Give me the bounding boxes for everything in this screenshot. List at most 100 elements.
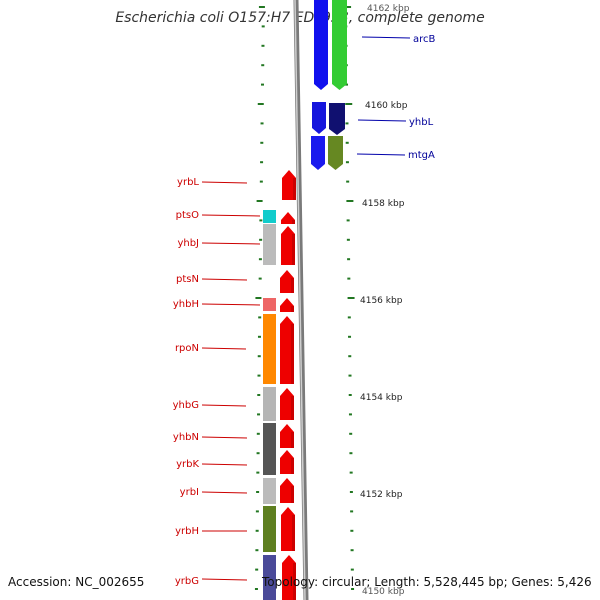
gene-block <box>263 387 276 421</box>
genome-summary: Topology: circular; Length: 5,528,445 bp… <box>262 575 592 589</box>
tick-mark <box>348 374 352 377</box>
tick-mark <box>258 277 262 280</box>
ruler-label: 4158 kbp <box>362 199 405 209</box>
reverse-gene-arrow <box>281 212 295 224</box>
tick-mark <box>257 355 261 358</box>
gene-block <box>263 423 276 475</box>
tick-mark <box>255 297 262 299</box>
gene-label-arcB[interactable]: arcB <box>413 34 436 45</box>
tick-mark <box>258 6 265 8</box>
reverse-gene-shade <box>293 178 296 200</box>
tick-mark <box>258 258 262 261</box>
tick-mark <box>255 529 259 532</box>
reverse-gene-shade <box>291 324 294 384</box>
tick-mark <box>259 238 263 241</box>
reverse-gene-shade <box>291 396 294 420</box>
ruler-label: 4154 kbp <box>360 393 403 403</box>
ruler-label: 4156 kbp <box>360 296 403 306</box>
gene-block <box>263 506 276 552</box>
yhbL-arrow-b <box>329 103 345 135</box>
genome-backbone <box>293 0 309 600</box>
arcB-arrow-blue <box>314 0 328 90</box>
tick-mark <box>261 64 265 67</box>
gene-label-yrbH[interactable]: yrbH <box>175 526 199 537</box>
tick-mark <box>257 103 264 105</box>
ruler-labels: 4162 kbp 4160 kbp 4158 kbp 4156 kbp 4154… <box>360 4 410 597</box>
tick-mark <box>257 413 261 416</box>
tick-mark <box>349 471 353 474</box>
mtgA-arrow-a <box>311 136 325 170</box>
tick-mark <box>345 141 349 144</box>
gene-label-rpoN[interactable]: rpoN <box>175 343 199 354</box>
gene-label-yhbG[interactable]: yhbG <box>173 400 199 411</box>
tick-mark <box>261 44 265 47</box>
tick-mark <box>348 394 352 396</box>
reverse-gene-arrow <box>282 555 296 600</box>
yhbL-arrow-a <box>312 102 326 134</box>
tick-mark <box>346 180 350 183</box>
tick-mark <box>345 161 349 164</box>
gene-label-yrbG[interactable]: yrbG <box>175 576 199 587</box>
tick-mark <box>255 510 259 513</box>
tick-mark <box>260 161 264 164</box>
reverse-gene-shade <box>291 458 294 474</box>
tick-mark <box>349 452 353 455</box>
reverse-gene-arrow <box>281 226 295 265</box>
tick-mark <box>256 491 260 493</box>
reverse-gene-arrow <box>280 316 294 384</box>
tick-mark <box>261 25 265 28</box>
reverse-gene-arrow <box>282 170 296 200</box>
tick-mark <box>256 432 260 435</box>
tick-mark <box>349 491 353 493</box>
gene-label-ptsN[interactable]: ptsN <box>176 274 199 285</box>
tick-mark <box>347 277 351 280</box>
tick-mark <box>347 297 355 299</box>
tick-mark <box>260 141 264 144</box>
genome-title: Escherichia coli O157:H7 EDL933, complet… <box>115 10 485 26</box>
forward-labels: arcB yhbL mtgA <box>356 34 436 161</box>
tick-mark <box>346 200 354 202</box>
arcB-arrow-green <box>332 0 347 90</box>
reverse-gene-shade <box>292 234 295 265</box>
tick-mark <box>256 471 260 474</box>
mtgA-arrow-b <box>328 136 343 170</box>
accession-text: Accession: NC_002655 <box>8 575 145 589</box>
tick-mark <box>260 83 264 86</box>
gene-label-ptsO[interactable]: ptsO <box>176 210 199 221</box>
gene-label-yrbK[interactable]: yrbK <box>176 459 199 470</box>
gene-label-yhbH[interactable]: yhbH <box>173 299 199 310</box>
reverse-gene-shade <box>291 278 294 293</box>
reverse-gene-arrow <box>280 478 294 503</box>
gene-label-yhbN[interactable]: yhbN <box>173 432 199 443</box>
tick-mark <box>350 549 354 552</box>
reverse-gene-shade <box>293 563 296 600</box>
tick-marks <box>254 6 355 590</box>
tick-mark <box>256 452 260 455</box>
reverse-gene-shade <box>291 306 294 312</box>
tick-mark <box>258 316 262 319</box>
gene-block <box>263 478 276 504</box>
reverse-gene-arrow <box>280 270 294 293</box>
tick-mark <box>257 394 261 396</box>
reverse-gene-arrow <box>280 298 294 312</box>
tick-mark <box>348 335 352 338</box>
gene-block <box>263 555 276 600</box>
tick-mark <box>351 588 355 590</box>
gene-label-mtgA[interactable]: mtgA <box>408 150 435 161</box>
ruler-label: 4152 kbp <box>360 490 403 500</box>
gene-label-yhbL[interactable]: yhbL <box>409 117 434 128</box>
reverse-gene-shade <box>291 486 294 503</box>
gene-label-yrbL[interactable]: yrbL <box>177 177 199 188</box>
tick-mark <box>260 122 264 125</box>
gene-block <box>263 298 276 311</box>
gene-block <box>263 210 276 223</box>
tick-mark <box>345 103 353 105</box>
tick-mark <box>255 549 259 552</box>
ruler-label: 4160 kbp <box>365 101 408 111</box>
gene-label-yhbJ[interactable]: yhbJ <box>177 238 199 249</box>
reverse-gene-shade <box>292 220 295 224</box>
tick-mark <box>257 374 261 377</box>
reverse-gene-shade <box>292 515 295 551</box>
gene-label-yrbI[interactable]: yrbI <box>180 487 199 498</box>
tick-mark <box>344 6 352 8</box>
